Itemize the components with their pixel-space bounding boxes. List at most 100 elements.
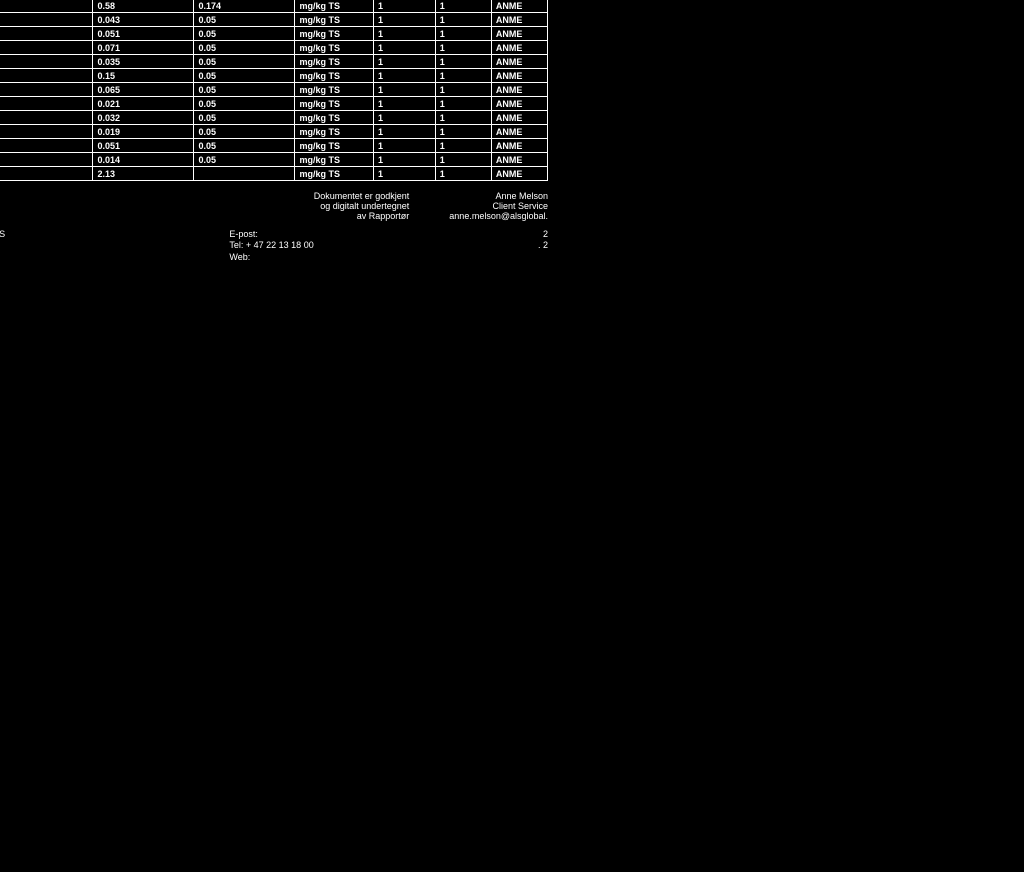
- cell-utfort: 1: [435, 153, 491, 167]
- cell-enhet: mg/kg TS: [295, 13, 374, 27]
- cell-enhet: mg/kg TS: [295, 167, 374, 181]
- table-row: Sum PAH-16 *2.13mg/kg TS11ANME: [0, 167, 548, 181]
- cell-result: 0.071: [93, 41, 194, 55]
- cell-metode: 1: [374, 27, 436, 41]
- cell-usikkerhet: 0.05: [194, 55, 295, 69]
- cell-sign: ANME: [491, 153, 547, 167]
- table-row: Fluoranten a ulev0.0510.05mg/kg TS11ANME: [0, 27, 548, 41]
- results-table: Analyse Resultater Usikkerhet (±) Enhet …: [0, 0, 548, 181]
- cell-sign: ANME: [491, 125, 547, 139]
- cell-sign: ANME: [491, 55, 547, 69]
- cell-usikkerhet: 0.05: [194, 125, 295, 139]
- approval-l1: Dokumentet er godkjent: [314, 191, 410, 201]
- cell-usikkerhet: 0.05: [194, 111, 295, 125]
- cell-enhet: mg/kg TS: [295, 111, 374, 125]
- cell-sign: ANME: [491, 69, 547, 83]
- cell-utfort: 1: [435, 27, 491, 41]
- cell-utfort: 1: [435, 125, 491, 139]
- table-row: Benso(a)pyren^ a ulev0.0320.05mg/kg TS11…: [0, 111, 548, 125]
- cell-metode: 1: [374, 125, 436, 139]
- cell-usikkerhet: 0.05: [194, 41, 295, 55]
- footer-pg1: 2: [538, 229, 548, 240]
- footer-web: Web:: [229, 252, 313, 263]
- cell-result: 0.051: [93, 139, 194, 153]
- cell-enhet: mg/kg TS: [295, 153, 374, 167]
- cell-enhet: mg/kg TS: [295, 27, 374, 41]
- table-row: Indeno(123cd)pyren^ a ulev0.0140.05mg/kg…: [0, 153, 548, 167]
- table-row: Krysen^ a ulev0.150.05mg/kg TS11ANME: [0, 69, 548, 83]
- cell-metode: 1: [374, 13, 436, 27]
- footer: ALS Laboratory Group Norway AS PB 643 Sk…: [0, 229, 548, 274]
- cell-metode: 1: [374, 153, 436, 167]
- signer-email: anne.melson@alsglobal.: [449, 211, 548, 221]
- cell-utfort: 1: [435, 139, 491, 153]
- cell-metode: 1: [374, 97, 436, 111]
- cell-analyse: Benso(k)fluoranten^ a ulev: [0, 97, 93, 111]
- table-row: Dibenso(ah)antracen^ a ulev0.0190.05mg/k…: [0, 125, 548, 139]
- cell-metode: 1: [374, 0, 436, 13]
- signer-name: Anne Melson: [449, 191, 548, 201]
- cell-analyse: Antracen a ulev: [0, 13, 93, 27]
- cell-enhet: mg/kg TS: [295, 125, 374, 139]
- footer-addr3: Yvenveien 17, N-1715 Yven: [0, 263, 5, 274]
- cell-result: 0.019: [93, 125, 194, 139]
- cell-result: 0.15: [93, 69, 194, 83]
- cell-usikkerhet: 0.05: [194, 139, 295, 153]
- cell-analyse: Benso(ghi)perylen^ a ulev: [0, 139, 93, 153]
- cell-result: 0.051: [93, 27, 194, 41]
- cell-analyse: Fluoranten a ulev: [0, 27, 93, 41]
- cell-usikkerhet: 0.05: [194, 97, 295, 111]
- cell-sign: ANME: [491, 111, 547, 125]
- cell-analyse: Dibenso(ah)antracen^ a ulev: [0, 125, 93, 139]
- cell-utfort: 1: [435, 97, 491, 111]
- cell-result: 2.13: [93, 167, 194, 181]
- cell-utfort: 1: [435, 111, 491, 125]
- footer-addr1: PB 643 Skøyen, N-0214 Oslo: [0, 240, 5, 251]
- approval-l3: av Rapportør: [314, 211, 410, 221]
- cell-utfort: 1: [435, 13, 491, 27]
- cell-analyse: Pyren a ulev: [0, 41, 93, 55]
- signer-role: Client Service: [449, 201, 548, 211]
- cell-enhet: mg/kg TS: [295, 41, 374, 55]
- cell-result: 0.014: [93, 153, 194, 167]
- table-row: Benso(b+j)fluoranten^ a ulev0.0650.05mg/…: [0, 83, 548, 97]
- cell-sign: ANME: [491, 27, 547, 41]
- cell-result: 0.021: [93, 97, 194, 111]
- footer-company: ALS Laboratory Group Norway AS: [0, 229, 5, 240]
- approval-block: Dokumentet er godkjent og digitalt under…: [0, 191, 548, 221]
- cell-analyse: Sum PAH-16 *: [0, 167, 93, 181]
- footer-pg2: . 2: [538, 240, 548, 251]
- cell-result: 0.043: [93, 13, 194, 27]
- cell-sign: ANME: [491, 41, 547, 55]
- cell-enhet: mg/kg TS: [295, 0, 374, 13]
- footer-addr2: ALS Sarpsborg: [0, 252, 5, 263]
- cell-utfort: 1: [435, 55, 491, 69]
- cell-analyse: Benso(a)antracen^ a ulev: [0, 55, 93, 69]
- cell-enhet: mg/kg TS: [295, 55, 374, 69]
- cell-usikkerhet: 0.05: [194, 13, 295, 27]
- cell-metode: 1: [374, 41, 436, 55]
- cell-usikkerhet: 0.05: [194, 69, 295, 83]
- cell-enhet: mg/kg TS: [295, 139, 374, 153]
- table-row: Benso(ghi)perylen^ a ulev0.0510.05mg/kg …: [0, 139, 548, 153]
- cell-result: 0.035: [93, 55, 194, 69]
- footer-right: 2 . 2: [538, 229, 548, 274]
- cell-usikkerhet: 0.05: [194, 27, 295, 41]
- cell-metode: 1: [374, 167, 436, 181]
- cell-analyse: Fenantren a ulev: [0, 0, 93, 13]
- table-row: Pyren a ulev0.0710.05mg/kg TS11ANME: [0, 41, 548, 55]
- cell-enhet: mg/kg TS: [295, 97, 374, 111]
- table-row: Benso(a)antracen^ a ulev0.0350.05mg/kg T…: [0, 55, 548, 69]
- cell-utfort: 1: [435, 0, 491, 13]
- cell-usikkerhet: 0.05: [194, 83, 295, 97]
- cell-utfort: 1: [435, 69, 491, 83]
- table-row: Benso(k)fluoranten^ a ulev0.0210.05mg/kg…: [0, 97, 548, 111]
- cell-sign: ANME: [491, 83, 547, 97]
- cell-sign: ANME: [491, 0, 547, 13]
- approval-l2: og digitalt undertegnet: [314, 201, 410, 211]
- cell-usikkerhet: 0.05: [194, 153, 295, 167]
- cell-analyse: Benso(b+j)fluoranten^ a ulev: [0, 83, 93, 97]
- cell-sign: ANME: [491, 167, 547, 181]
- cell-usikkerhet: [194, 167, 295, 181]
- cell-result: 0.58: [93, 0, 194, 13]
